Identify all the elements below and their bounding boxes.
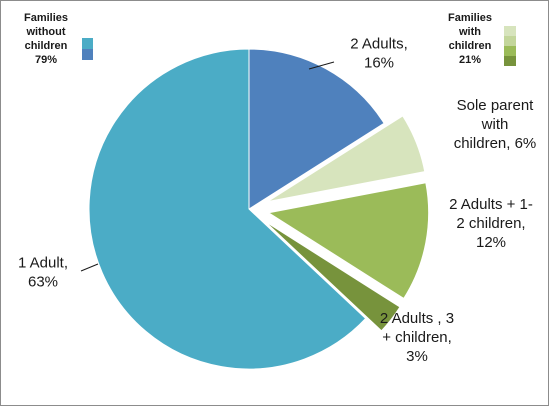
slice-label: 2 Adults,: [350, 36, 408, 53]
slice-label: Sole parent: [457, 97, 535, 114]
slice-leader-line: [80, 263, 99, 272]
slice-label: 63%: [28, 274, 58, 291]
slice-label: with: [481, 116, 509, 133]
legend-swatch: [504, 56, 516, 66]
legend-swatch: [504, 46, 516, 56]
pie-slice: [88, 48, 367, 370]
legend-title: without: [25, 26, 65, 38]
slice-label: 12%: [476, 234, 506, 251]
slice-label: 2 Adults , 3: [380, 310, 454, 327]
slice-label: 2 children,: [456, 215, 525, 232]
legend-swatch: [82, 38, 93, 49]
legend-title: 21%: [459, 54, 481, 66]
legend-title: with: [458, 26, 481, 38]
slice-label: 2 Adults + 1-: [449, 196, 533, 213]
pie-slice: [267, 182, 430, 300]
slice-label: 3%: [406, 348, 428, 365]
legend-swatch: [82, 49, 93, 60]
slice-label: + children,: [382, 329, 452, 346]
pie-slice: [264, 220, 401, 332]
legend-title: children: [25, 40, 68, 52]
legend-swatch: [504, 36, 516, 46]
legend-title: Families: [24, 12, 68, 24]
legend-title: Families: [448, 12, 492, 24]
slice-label: 16%: [364, 55, 394, 72]
slice-label: 1 Adult,: [18, 255, 68, 272]
legend-title: children: [449, 40, 492, 52]
legend-title: 79%: [35, 54, 57, 66]
legend-swatch: [504, 26, 516, 36]
slice-leader-line: [308, 61, 335, 70]
pie-slice: [248, 48, 385, 210]
slice-label: children, 6%: [454, 135, 537, 152]
pie-slice: [267, 115, 426, 203]
